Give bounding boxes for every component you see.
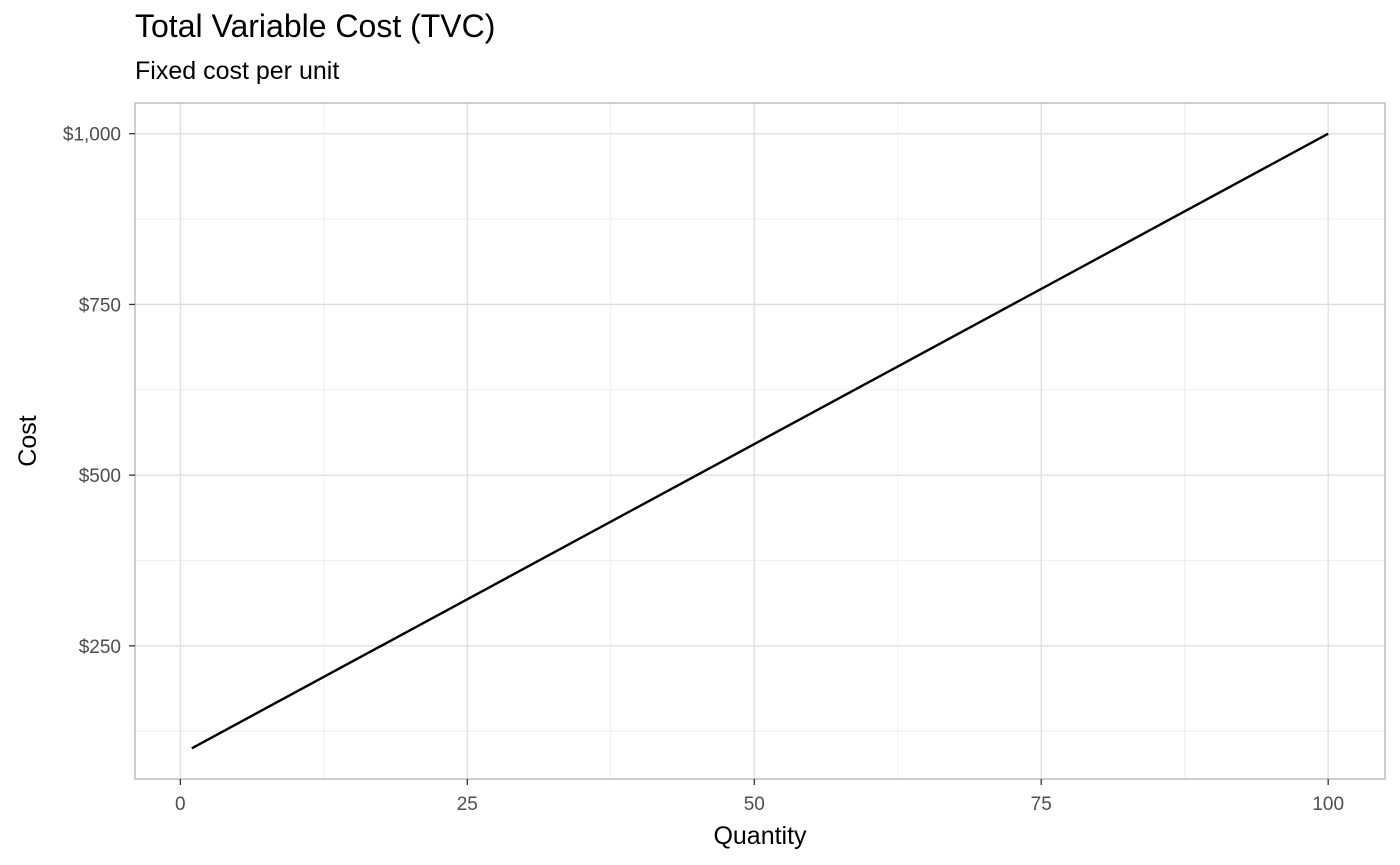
x-tick-label-3: 75 [1031, 794, 1052, 815]
major-gridlines [135, 103, 1385, 779]
y-tick-label-3: $1,000 [63, 125, 121, 146]
x-tick-label-2: 50 [744, 794, 765, 815]
y-tick-label-1: $500 [79, 466, 121, 487]
x-tick-label-1: 25 [457, 794, 478, 815]
y-tick-label-0: $250 [79, 637, 121, 658]
x-axis: 0 25 50 75 100 [175, 779, 1344, 815]
x-tick-label-0: 0 [175, 794, 186, 815]
chart-subtitle: Fixed cost per unit [135, 57, 340, 85]
y-tick-label-2: $750 [79, 295, 121, 316]
series-line-0 [191, 132, 1329, 750]
y-axis-title: Cost [14, 415, 42, 466]
y-axis: $250 $500 $750 $1,000 [63, 125, 135, 658]
minor-gridlines [135, 103, 1385, 779]
x-axis-title: Quantity [713, 822, 807, 850]
panel-border [134, 102, 1386, 780]
chart-title: Total Variable Cost (TVC) [135, 8, 496, 44]
x-tick-label-4: 100 [1312, 794, 1344, 815]
series-layer [191, 132, 1329, 750]
